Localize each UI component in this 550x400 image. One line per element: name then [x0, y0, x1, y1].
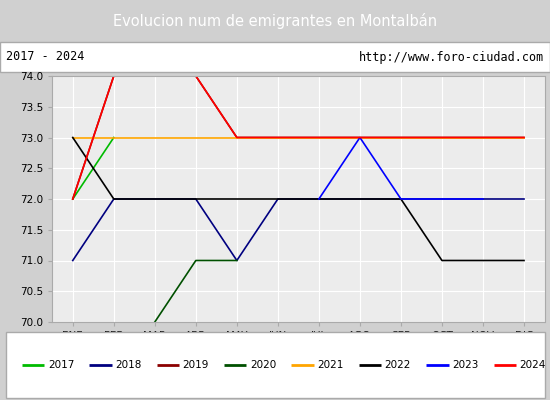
Text: 2018: 2018 — [115, 360, 141, 370]
Text: 2020: 2020 — [250, 360, 276, 370]
Text: 2017: 2017 — [48, 360, 74, 370]
Text: 2024: 2024 — [519, 360, 546, 370]
Text: 2017 - 2024: 2017 - 2024 — [6, 50, 84, 64]
Text: 2019: 2019 — [183, 360, 209, 370]
FancyBboxPatch shape — [0, 42, 550, 72]
Text: 2023: 2023 — [452, 360, 478, 370]
FancyBboxPatch shape — [6, 332, 544, 398]
Text: Evolucion num de emigrantes en Montalbán: Evolucion num de emigrantes en Montalbán — [113, 13, 437, 29]
Text: 2021: 2021 — [317, 360, 344, 370]
Text: http://www.foro-ciudad.com: http://www.foro-ciudad.com — [359, 50, 544, 64]
Text: 2022: 2022 — [384, 360, 411, 370]
